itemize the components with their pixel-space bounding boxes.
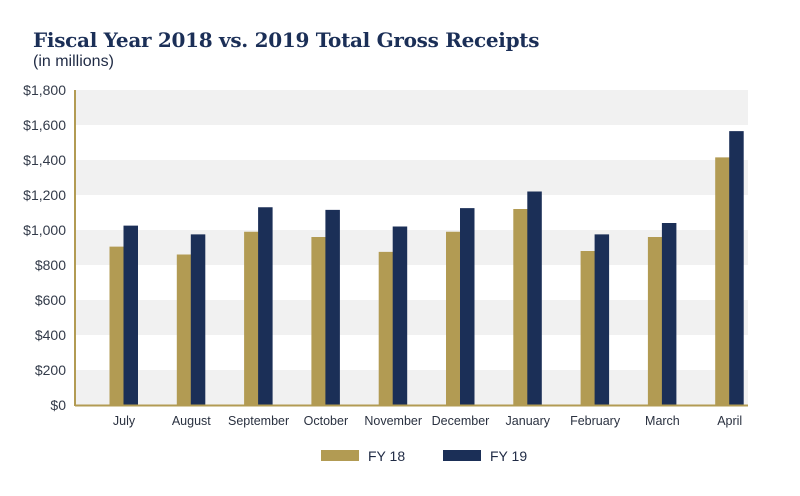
bar-fy18-february: [580, 251, 596, 405]
y-tick-label: $1,000: [23, 222, 66, 238]
x-tick-label: September: [228, 414, 289, 428]
y-tick-label: $600: [35, 292, 66, 308]
bar-fy19-september: [258, 207, 273, 405]
grid-band: [75, 230, 748, 265]
y-tick-label: $1,600: [23, 117, 66, 133]
x-axis-labels: July August September October November Decemb…: [113, 414, 742, 428]
axes: [74, 90, 748, 407]
bar-fy18-august: [176, 254, 192, 405]
x-tick-label: March: [645, 414, 680, 428]
chart-subtitle: (in millions): [33, 53, 114, 70]
bar-fy19-december: [460, 208, 475, 405]
x-tick-label: July: [113, 414, 136, 428]
bar-fy18-november: [378, 251, 394, 405]
grid-band: [75, 300, 748, 335]
bar-fy19-august: [190, 234, 206, 405]
legend-label: FY 19: [490, 448, 527, 464]
x-tick-label: January: [506, 414, 551, 428]
y-tick-label: $1,400: [23, 152, 66, 168]
y-tick-label: $800: [35, 257, 66, 273]
legend: FY 18 FY 19: [321, 448, 527, 464]
x-tick-label: December: [432, 414, 490, 428]
y-tick-label: $1,200: [23, 187, 66, 203]
bar-fy19-march: [661, 223, 677, 405]
bar-fy18-september: [244, 231, 259, 405]
bar-fy19-november: [392, 226, 408, 405]
bar-fy19-april: [729, 131, 744, 405]
bar-fy19-january: [527, 191, 542, 405]
x-tick-label: October: [304, 414, 348, 428]
grid-band: [75, 370, 748, 405]
grid-bands: [75, 90, 748, 405]
y-tick-label: $1,800: [23, 82, 66, 98]
y-axis-ticks: $0 $200 $400 $600 $800 $1,000 $1,200 $1,400 $1,6…: [23, 82, 66, 413]
bars: [109, 131, 744, 405]
y-tick-label: $0: [50, 397, 66, 413]
bar-fy19-october: [325, 209, 340, 405]
bar-fy18-january: [513, 209, 528, 405]
x-tick-label: February: [570, 414, 621, 428]
y-tick-label: $400: [35, 327, 66, 343]
bar-fy18-april: [715, 157, 730, 405]
bar-fy18-july: [109, 246, 124, 405]
x-tick-label: April: [717, 414, 742, 428]
bar-fy18-december: [446, 231, 461, 405]
bar-fy19-february: [594, 234, 610, 405]
y-tick-label: $200: [35, 362, 66, 378]
bar-fy19-july: [123, 225, 138, 405]
grid-band: [75, 90, 748, 125]
legend-swatch-fy18: [321, 450, 359, 461]
bar-fy18-october: [311, 237, 326, 405]
bar-fy18-march: [647, 237, 663, 405]
chart-title: Fiscal Year 2018 vs. 2019 Total Gross Re…: [33, 28, 540, 52]
legend-swatch-fy19: [443, 450, 481, 461]
grid-band: [75, 160, 748, 195]
x-tick-label: November: [364, 414, 422, 428]
x-tick-label: August: [172, 414, 211, 428]
legend-label: FY 18: [368, 448, 405, 464]
